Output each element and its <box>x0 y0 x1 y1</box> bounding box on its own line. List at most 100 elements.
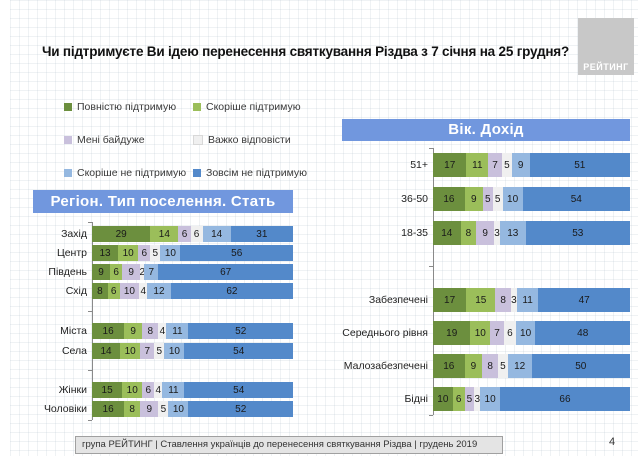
legend-label: Скоріше підтримую <box>206 101 301 113</box>
segment-value: 9 <box>130 325 136 337</box>
bar-segment: 10 <box>168 401 189 417</box>
segment-value: 6 <box>110 285 117 297</box>
bar-segment: 8 <box>495 288 512 312</box>
legend-label: Важко відповісти <box>208 134 291 146</box>
bar-segment: 2 <box>139 264 146 280</box>
segment-value: 62 <box>226 285 238 297</box>
segment-value: 8 <box>465 227 472 239</box>
category-label: Забезпечені <box>368 294 428 306</box>
bar-segment: 6 <box>452 387 465 411</box>
stacked-bar: 16 9 5 5 10 54 <box>433 187 631 211</box>
stacked-bar: 17 11 7 5 9 51 <box>433 153 630 177</box>
bar-segment: 10 <box>502 187 523 211</box>
segment-value: 16 <box>443 360 455 372</box>
category-label: Міста <box>60 325 87 337</box>
segment-value: 17 <box>444 294 456 306</box>
chart-row: Жінки 15 10 6 4 11 54 <box>35 382 294 398</box>
bar-segment: 48 <box>535 321 631 345</box>
segment-value: 6 <box>507 327 513 339</box>
legend-item: Повністю підтримую <box>64 101 193 113</box>
bar-segment: 4 <box>139 283 148 299</box>
segment-value: 2 <box>139 266 146 278</box>
rating-logo: РЕЙТИНГ <box>578 18 634 75</box>
category-axis-line <box>92 222 93 420</box>
bar-segment: 5 <box>150 245 161 261</box>
bar-segment: 54 <box>184 343 293 359</box>
category-label: 36-50 <box>401 193 428 205</box>
bar-segment: 12 <box>507 354 532 378</box>
segment-value: 13 <box>99 247 111 259</box>
segment-value: 14 <box>211 228 223 240</box>
left-margin-strip <box>0 0 10 456</box>
category-label: Малозабезпечені <box>343 360 428 372</box>
segment-value: 54 <box>570 193 582 205</box>
bar-segment: 5 <box>154 343 165 359</box>
stacked-bar: 29 14 6 6 14 31 <box>92 226 294 242</box>
stacked-bar: 16 9 8 4 11 52 <box>92 323 293 339</box>
bar-segment: 6 <box>503 321 516 345</box>
bar-segment: 9 <box>122 264 141 280</box>
segment-value: 10 <box>507 193 519 205</box>
bar-segment: 17 <box>433 153 467 177</box>
legend: Повністю підтримую Скоріше підтримую Мені … <box>64 101 353 179</box>
segment-value: 29 <box>115 228 127 240</box>
bar-segment: 8 <box>142 323 159 339</box>
segment-value: 10 <box>126 384 138 396</box>
segment-value: 51 <box>574 159 586 171</box>
segment-value: 15 <box>101 384 113 396</box>
segment-value: 11 <box>168 384 179 396</box>
segment-value: 5 <box>152 247 159 259</box>
segment-value: 3 <box>474 393 481 405</box>
category-label: Центр <box>56 247 87 259</box>
stacked-bar: 9 6 9 2 7 67 <box>92 264 293 280</box>
bar-segment: 5 <box>501 153 512 177</box>
bar-segment: 3 <box>511 288 517 312</box>
segment-value: 56 <box>231 247 243 259</box>
segment-value: 4 <box>159 325 166 337</box>
segment-value: 54 <box>233 384 245 396</box>
legend-swatch-icon <box>64 136 72 144</box>
legend-swatch-icon <box>64 103 72 111</box>
segment-value: 10 <box>437 393 449 405</box>
bar-segment: 14 <box>202 226 231 242</box>
legend-item: Зовсім не підтримую <box>193 167 353 179</box>
category-axis-line <box>433 148 434 415</box>
segment-value: 11 <box>472 159 483 171</box>
legend-label: Мені байдуже <box>77 134 145 146</box>
segment-value: 8 <box>97 285 103 297</box>
segment-value: 9 <box>98 266 104 278</box>
page-title: Чи підтримуєте Ви ідею перенесення святк… <box>42 44 570 59</box>
segment-value: 12 <box>153 285 165 297</box>
bar-segment: 6 <box>190 226 203 242</box>
segment-value: 6 <box>145 384 152 396</box>
segment-value: 7 <box>494 327 500 339</box>
bar-segment: 7 <box>144 264 159 280</box>
bar-segment: 4 <box>154 382 163 398</box>
category-label: Середнього рівня <box>342 327 428 339</box>
bar-segment: 67 <box>158 264 293 280</box>
category-label: Жінки <box>58 384 87 396</box>
stacked-bar: 16 8 9 5 10 52 <box>92 401 293 417</box>
bar-segment: 8 <box>482 354 499 378</box>
segment-value: 11 <box>522 294 533 306</box>
legend-swatch-icon <box>64 169 72 177</box>
segment-value: 10 <box>164 247 176 259</box>
segment-value: 52 <box>235 325 247 337</box>
bar-segment: 12 <box>147 283 171 299</box>
bar-segment: 10 <box>164 343 185 359</box>
segment-value: 15 <box>475 294 487 306</box>
bar-segment: 9 <box>140 401 159 417</box>
segment-value: 9 <box>146 403 153 415</box>
bar-segment: 7 <box>140 343 155 359</box>
legend-swatch-icon <box>193 169 201 177</box>
bar-segment: 10 <box>433 387 453 411</box>
bar-segment: 47 <box>538 288 630 312</box>
legend-label: Зовсім не підтримую <box>206 167 308 179</box>
bar-segment: 11 <box>162 382 185 398</box>
segment-value: 67 <box>220 266 232 278</box>
segment-value: 50 <box>575 360 587 372</box>
segment-value: 13 <box>507 227 519 239</box>
bar-segment: 15 <box>466 288 496 312</box>
bar-segment: 10 <box>120 343 141 359</box>
